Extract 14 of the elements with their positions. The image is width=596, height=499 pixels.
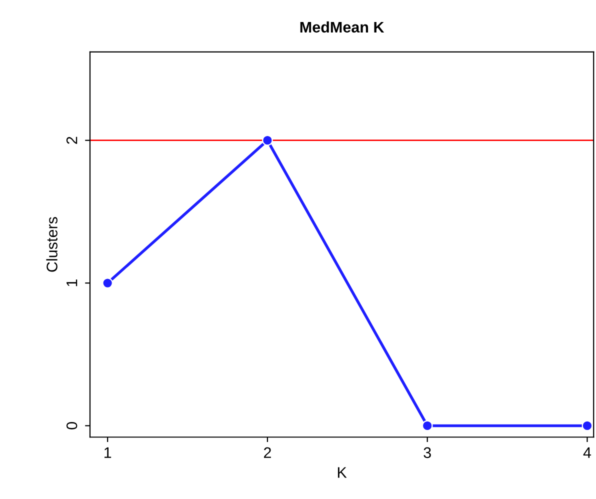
point	[582, 420, 593, 432]
y-tick-label: 2	[66, 136, 78, 144]
chart-title: MedMean K	[300, 21, 384, 33]
point	[262, 134, 273, 146]
x-tick-label: 1	[104, 447, 112, 458]
x-tick-label: 3	[424, 447, 431, 458]
y-axis-title: Clusters	[46, 217, 58, 272]
y-tick-label: 1	[66, 280, 78, 286]
point	[422, 420, 433, 432]
x-tick-label: 2	[264, 447, 271, 458]
y-tick-label: 0	[66, 422, 78, 430]
point	[102, 278, 113, 288]
x-axis-title: K	[338, 467, 347, 478]
x-tick-label: 4	[583, 447, 592, 458]
